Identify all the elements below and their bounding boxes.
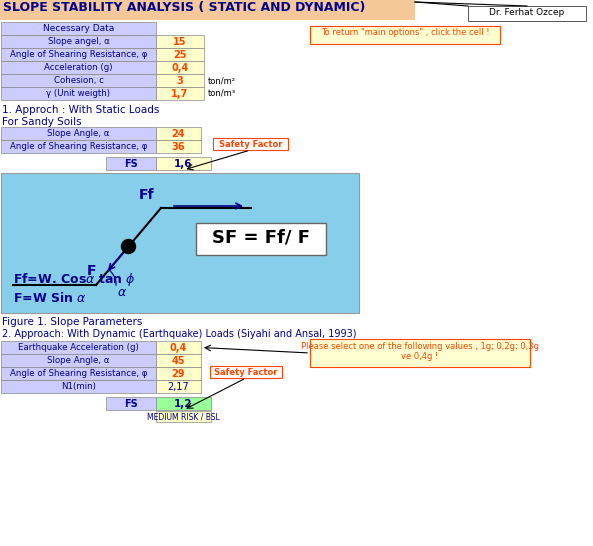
Text: Angle of Shearing Resistance, φ: Angle of Shearing Resistance, φ xyxy=(9,369,147,378)
Bar xyxy=(213,138,288,150)
Text: Dr. Ferhat Ozcep: Dr. Ferhat Ozcep xyxy=(489,8,565,17)
Bar xyxy=(156,341,201,354)
Text: Safety Factor: Safety Factor xyxy=(219,140,282,149)
Text: FS: FS xyxy=(124,399,138,409)
Bar xyxy=(1,87,156,100)
Text: Necessary Data: Necessary Data xyxy=(43,24,114,33)
Bar xyxy=(156,87,204,100)
Text: 1,6: 1,6 xyxy=(174,159,193,169)
Text: Figure 1. Slope Parameters: Figure 1. Slope Parameters xyxy=(2,317,142,327)
Text: 1,2: 1,2 xyxy=(174,399,193,409)
Text: Safety Factor: Safety Factor xyxy=(214,368,278,377)
Circle shape xyxy=(122,240,135,253)
Bar xyxy=(1,22,156,35)
Bar xyxy=(468,6,586,21)
Text: 0,4: 0,4 xyxy=(170,343,187,353)
Text: 25: 25 xyxy=(173,50,187,60)
Text: MEDIUM RISK / BSL: MEDIUM RISK / BSL xyxy=(147,412,220,421)
Bar xyxy=(1,35,156,48)
Bar xyxy=(1,61,156,74)
Bar xyxy=(0,0,415,20)
Text: 2. Approach: With Dynamic (Earthquake) Loads (Siyahi and Ansal, 1993): 2. Approach: With Dynamic (Earthquake) L… xyxy=(2,329,356,339)
Bar xyxy=(106,397,156,410)
Text: $\alpha$: $\alpha$ xyxy=(117,287,127,300)
Bar xyxy=(156,354,201,367)
Text: Earthquake Acceleration (g): Earthquake Acceleration (g) xyxy=(18,343,139,352)
Bar xyxy=(1,354,156,367)
Text: 1. Approch : With Static Loads: 1. Approch : With Static Loads xyxy=(2,105,160,115)
Text: 45: 45 xyxy=(172,356,185,366)
Bar xyxy=(1,127,156,140)
Text: ton/m³: ton/m³ xyxy=(208,89,236,98)
Text: 1,7: 1,7 xyxy=(171,89,189,99)
Text: γ (Unit weigth): γ (Unit weigth) xyxy=(46,89,110,98)
Text: 36: 36 xyxy=(172,142,185,152)
Text: F=W Sin $\alpha$: F=W Sin $\alpha$ xyxy=(13,291,87,305)
Text: 29: 29 xyxy=(172,369,185,379)
Text: Ff=W. Cos$\alpha$ tan $\phi$: Ff=W. Cos$\alpha$ tan $\phi$ xyxy=(13,271,136,288)
Text: FS: FS xyxy=(124,159,138,169)
Bar xyxy=(1,367,156,380)
Bar xyxy=(156,157,211,170)
Bar xyxy=(1,140,156,153)
Bar xyxy=(156,48,204,61)
Text: Ff: Ff xyxy=(138,188,154,202)
Bar xyxy=(1,173,359,313)
Text: Angle of Shearing Resistance, φ: Angle of Shearing Resistance, φ xyxy=(9,50,147,59)
Text: To return "main options" , click the cell !: To return "main options" , click the cel… xyxy=(321,28,489,37)
Bar xyxy=(310,339,530,367)
Bar xyxy=(156,35,204,48)
Text: 24: 24 xyxy=(172,129,185,139)
Text: Slope angel, α: Slope angel, α xyxy=(47,37,110,46)
Text: 3: 3 xyxy=(177,76,183,86)
Text: Please select one of the following values , 1g; 0,2g; 0,3g
ve 0,4g !: Please select one of the following value… xyxy=(301,342,539,361)
Bar xyxy=(1,341,156,354)
Bar xyxy=(1,48,156,61)
Text: F: F xyxy=(87,264,97,278)
Bar xyxy=(156,74,204,87)
Text: 2,17: 2,17 xyxy=(168,382,189,392)
Text: Slope Angle, α: Slope Angle, α xyxy=(47,356,110,365)
Bar xyxy=(106,157,156,170)
Text: SLOPE STABILITY ANALYSIS ( STATIC AND DYNAMIC): SLOPE STABILITY ANALYSIS ( STATIC AND DY… xyxy=(3,1,365,14)
Text: For Sandy Soils: For Sandy Soils xyxy=(2,117,82,127)
Text: Cohesion, c: Cohesion, c xyxy=(53,76,103,85)
Bar xyxy=(156,140,201,153)
Text: ton/m²: ton/m² xyxy=(208,76,236,85)
Bar xyxy=(196,223,326,255)
Text: SF = Ff/ F: SF = Ff/ F xyxy=(212,229,310,247)
Bar xyxy=(1,380,156,393)
Text: Angle of Shearing Resistance, φ: Angle of Shearing Resistance, φ xyxy=(9,142,147,151)
Bar xyxy=(156,397,211,410)
Bar xyxy=(1,74,156,87)
Text: Acceleration (g): Acceleration (g) xyxy=(44,63,113,72)
Bar xyxy=(156,367,201,380)
Bar xyxy=(156,61,204,74)
Text: Slope Angle, α: Slope Angle, α xyxy=(47,129,110,138)
Text: 15: 15 xyxy=(173,37,187,47)
Text: N1(min): N1(min) xyxy=(61,382,96,391)
Bar xyxy=(310,26,500,44)
Bar xyxy=(210,366,282,378)
Bar xyxy=(156,380,201,393)
Bar xyxy=(156,127,201,140)
Bar xyxy=(156,411,211,422)
Text: 0,4: 0,4 xyxy=(171,63,189,73)
